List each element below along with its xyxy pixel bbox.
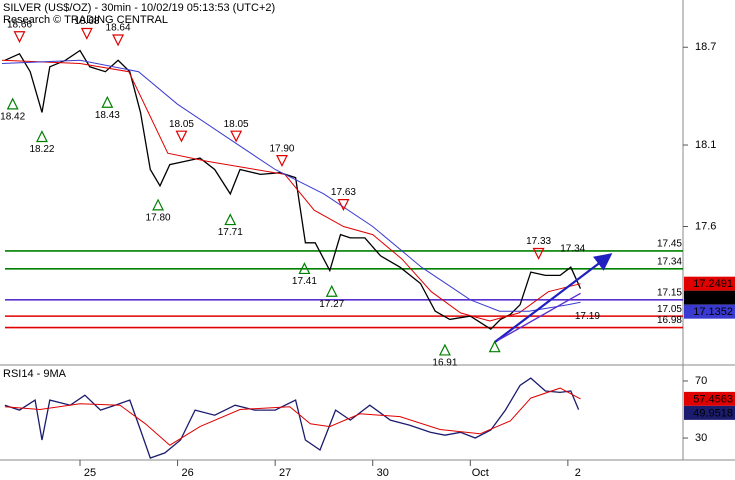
peak-marker (175, 130, 188, 143)
series-line (4, 377, 580, 459)
trough-marker (6, 97, 19, 110)
last-value-box (684, 290, 735, 305)
peak-marker (112, 34, 125, 47)
y-tick-label: 17.6 (695, 220, 716, 232)
annotation-label: 17.41 (292, 276, 317, 287)
trough-marker (438, 343, 451, 356)
level-label: 17.15 (657, 287, 682, 298)
annotation-label: 17.19 (575, 311, 600, 322)
chart-subtitle: Research © TRADING CENTRAL (3, 14, 168, 26)
trend-arrow (494, 253, 613, 344)
last-value-box (684, 276, 735, 291)
last-value-box (684, 304, 735, 319)
trough-marker (101, 95, 114, 108)
annotation-label: 18.22 (29, 144, 54, 155)
indicator-title: RSI14 - 9MA (3, 368, 67, 380)
trough-marker (488, 340, 501, 353)
chart-title: SILVER (US$/OZ) - 30min - 10/02/19 05:13… (3, 2, 275, 14)
y-tick-label: 30 (695, 432, 707, 444)
annotation-label: 17.33 (526, 236, 551, 247)
x-tick-label: 26 (181, 467, 193, 479)
last-value-label: 17.1352 (693, 306, 733, 318)
trend-line (497, 292, 581, 342)
trough-marker (224, 213, 237, 226)
last-value-box (684, 391, 735, 406)
series-line (1, 59, 581, 312)
annotation-label: 16.91 (432, 358, 457, 369)
annotation-label: 18.05 (224, 119, 249, 130)
last-value-label: 17.2491 (693, 278, 733, 290)
x-tick-label: 25 (84, 467, 96, 479)
x-tick-label: 30 (377, 467, 389, 479)
annotation-label: 18.05 (169, 119, 194, 130)
peak-marker (13, 31, 26, 44)
annotation-label: 17.27 (319, 299, 344, 310)
y-tick-label: 18.1 (695, 139, 716, 151)
annotation-label: 18.64 (106, 23, 131, 34)
annotation-label: 17.90 (269, 143, 294, 154)
level-label: 17.45 (657, 239, 682, 250)
peak-marker (532, 247, 545, 260)
series-line (4, 387, 581, 446)
x-tick-label: 27 (279, 467, 291, 479)
trough-marker (152, 198, 165, 211)
y-tick-label: 18.7 (695, 41, 716, 53)
last-value-box (684, 405, 735, 420)
annotation-label: 17.34 (560, 244, 585, 255)
level-label: 17.05 (657, 304, 682, 315)
level-label: 16.98 (657, 315, 682, 326)
annotation-label: 17.63 (331, 187, 356, 198)
peak-marker (276, 155, 288, 167)
level-label: 17.34 (657, 257, 682, 268)
plot-area (4, 377, 581, 459)
annotation-label: 18.43 (95, 110, 120, 121)
last-value-label: 17.219 (699, 292, 733, 304)
last-value-label: 57.4563 (693, 393, 733, 405)
series-line (4, 49, 582, 331)
annotation-label: 17.71 (218, 227, 243, 238)
y-tick-label: 70 (695, 375, 707, 387)
annotation-label: 18.66 (7, 19, 32, 30)
last-value-label: 49.9518 (693, 407, 733, 419)
peak-marker (230, 130, 243, 143)
trough-marker (325, 284, 338, 297)
annotation-label: 18.68 (74, 16, 99, 27)
annotation-label: 17.80 (146, 213, 171, 224)
x-tick-label: Oct (472, 467, 489, 479)
x-tick-label: 2 (575, 467, 581, 479)
series-line (1, 59, 581, 322)
plot-area (1, 49, 683, 331)
peak-marker (80, 27, 93, 40)
annotation-label: 18.42 (0, 112, 25, 123)
trough-marker (298, 262, 311, 275)
trough-marker (35, 130, 48, 143)
peak-marker (337, 199, 350, 211)
